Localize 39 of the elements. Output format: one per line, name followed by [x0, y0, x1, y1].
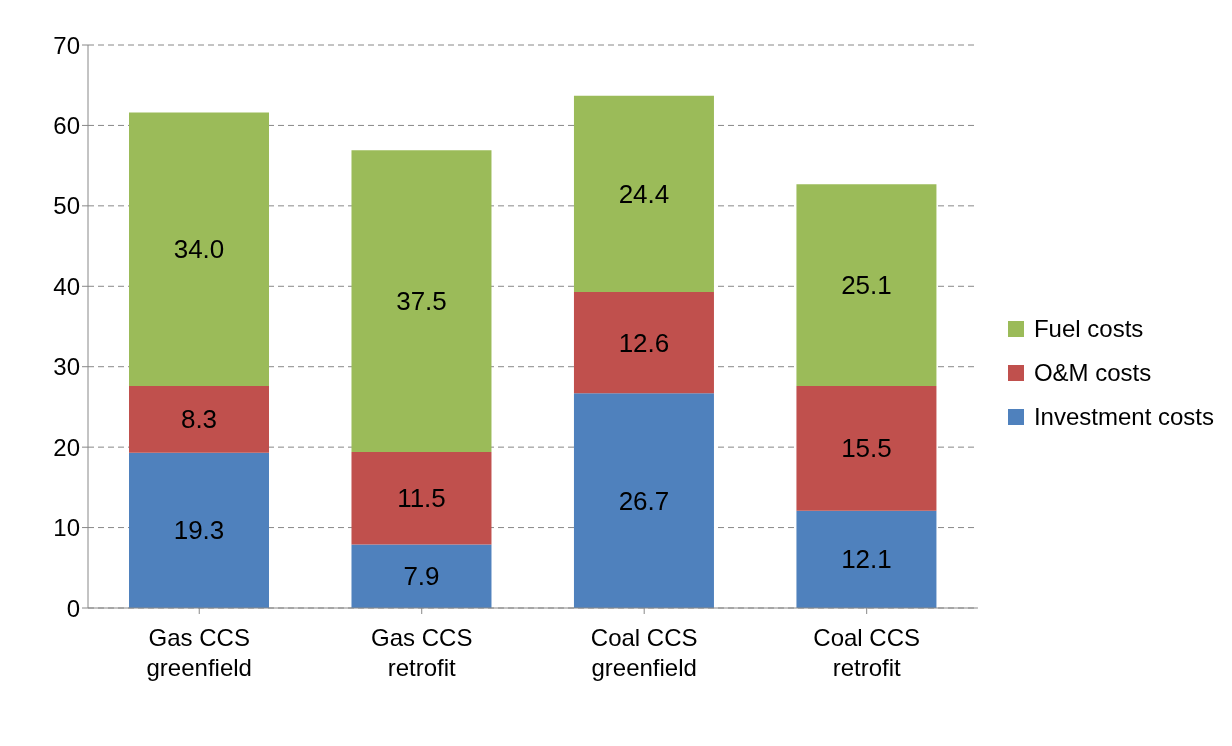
bar [796, 510, 937, 608]
data-label: 25.1 [841, 270, 892, 301]
y-tick-label: 30 [53, 353, 80, 381]
data-label: 12.1 [841, 544, 892, 575]
x-tick-label: Coal CCS retrofit [813, 624, 921, 681]
data-label: 34.0 [173, 234, 225, 265]
data-label: 8.3 [180, 404, 218, 435]
legend-label: O&M costs [1033, 359, 1152, 387]
x-tick-label: Gas CCS greenfield [146, 624, 252, 681]
bar [351, 150, 492, 452]
bar [129, 452, 269, 608]
bar [573, 291, 714, 394]
y-tick-label: 0 [66, 594, 80, 622]
y-tick-label: 60 [53, 111, 80, 139]
data-label: 7.9 [403, 561, 440, 592]
y-tick-label: 70 [53, 31, 80, 59]
x-tick-label: Coal CCS greenfield [590, 624, 698, 681]
data-label: 24.4 [618, 178, 670, 209]
data-label: 26.7 [618, 485, 670, 516]
bar [573, 393, 714, 608]
y-tick-label: 10 [53, 514, 80, 542]
data-label: 15.5 [841, 433, 892, 464]
bar [351, 451, 492, 545]
legend-label: Fuel costs [1033, 315, 1144, 343]
data-label: 19.3 [173, 515, 225, 546]
bar [351, 544, 492, 608]
y-tick-label: 40 [53, 272, 80, 300]
data-label: 11.5 [397, 483, 446, 514]
bar [129, 112, 269, 387]
data-label: 37.5 [396, 286, 447, 317]
bar [796, 386, 937, 511]
data-label: 12.6 [618, 327, 670, 358]
legend-label: Investment costs [1033, 403, 1214, 431]
bar [573, 95, 714, 292]
y-tick-label: 50 [53, 192, 80, 220]
y-tick-label: 20 [53, 433, 80, 461]
bar [129, 386, 269, 453]
bar [796, 184, 937, 387]
x-tick-label: Gas CCS retrofit [371, 624, 473, 681]
